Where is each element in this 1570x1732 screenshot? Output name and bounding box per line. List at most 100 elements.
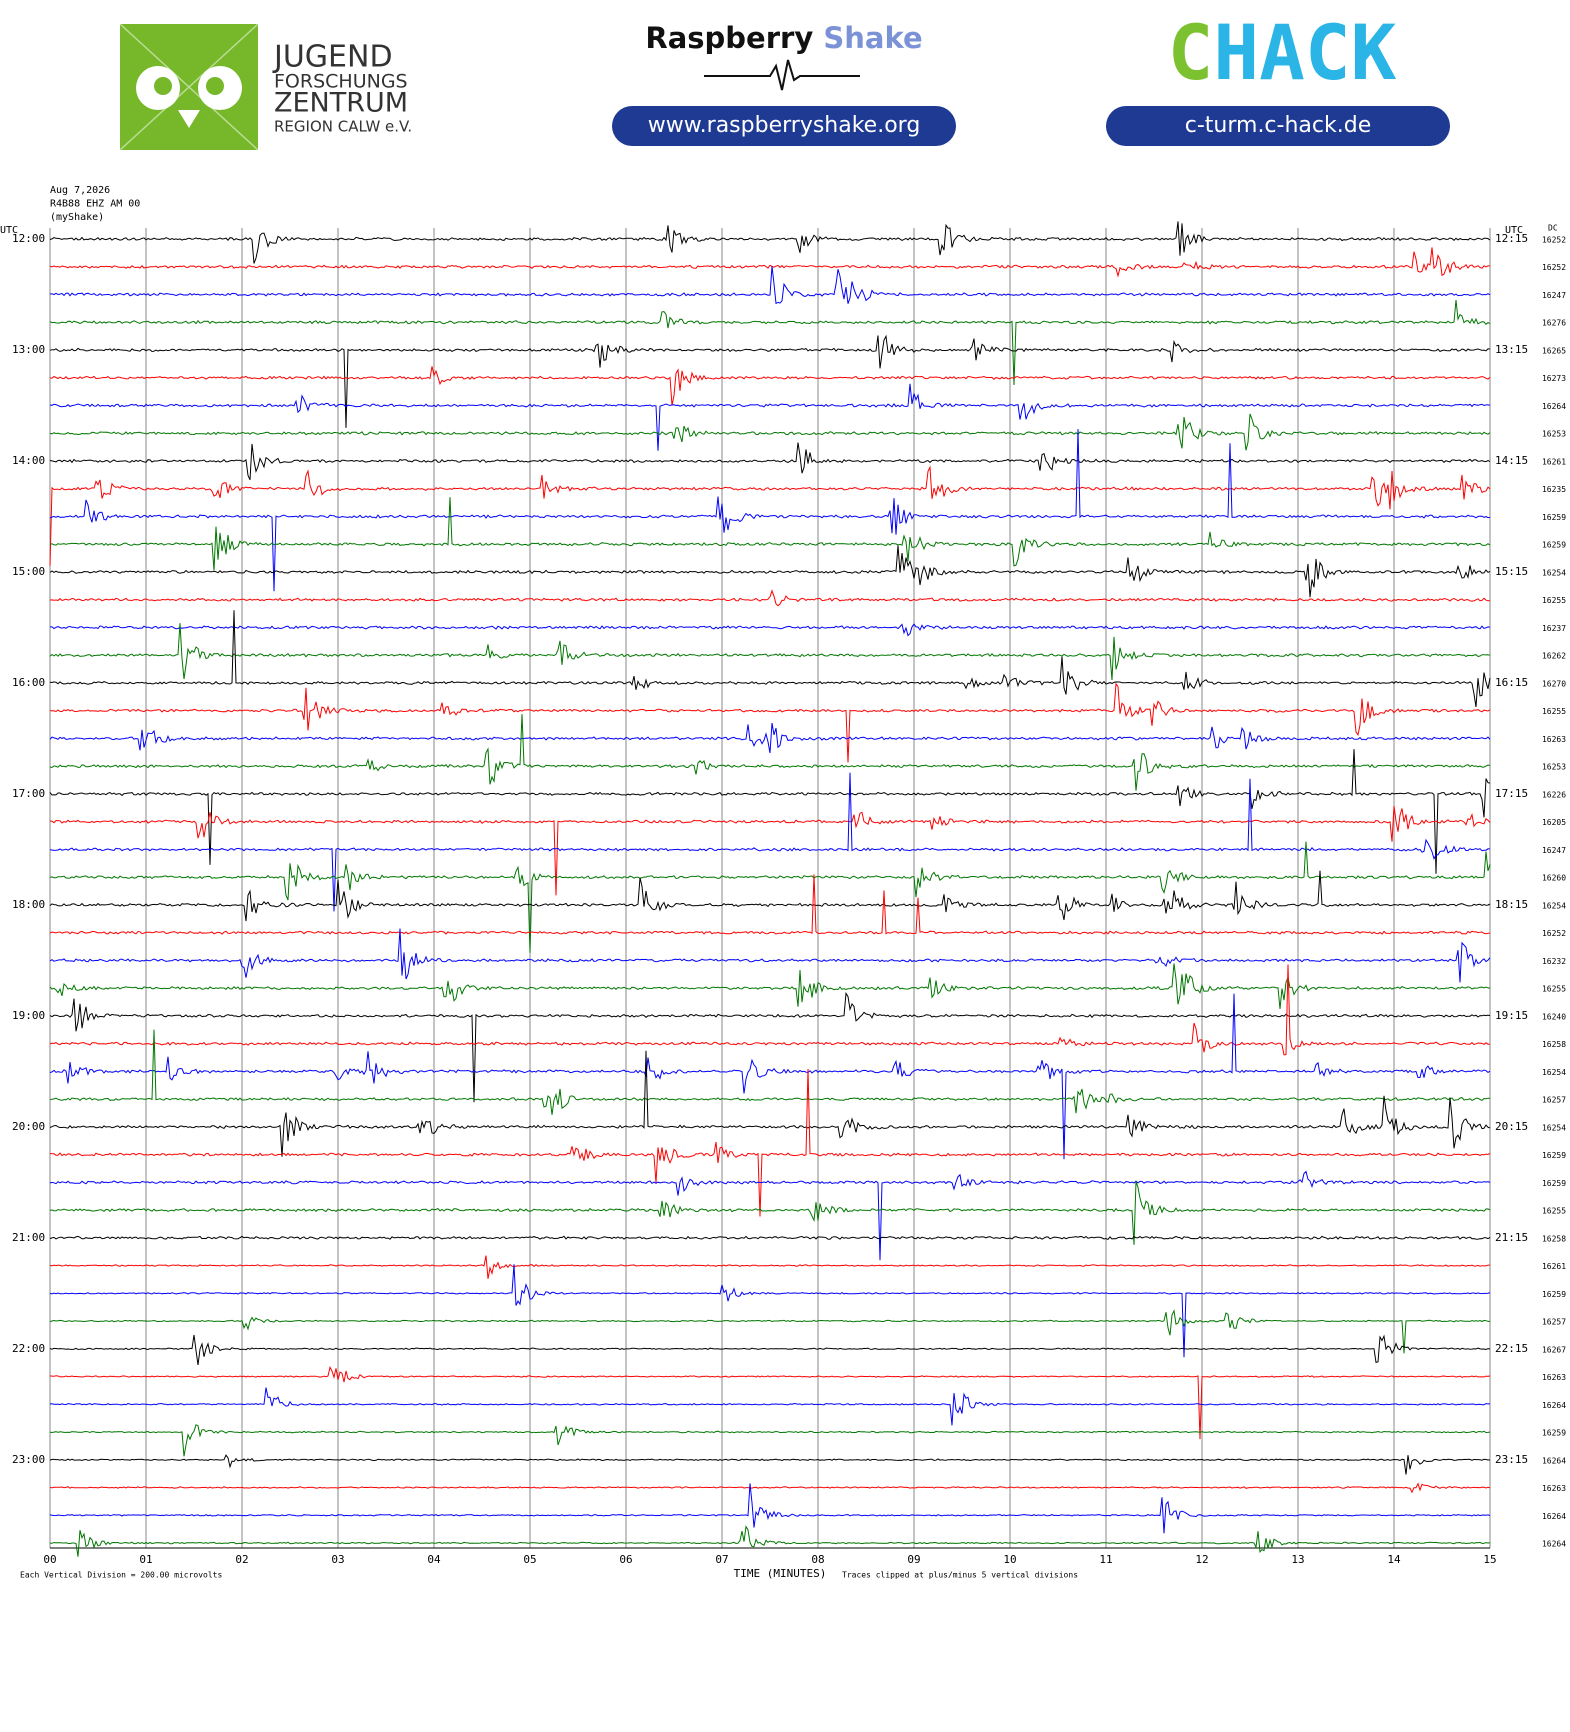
trace — [49, 429, 1491, 592]
trace — [49, 1483, 1491, 1534]
hour-label: 15:00 — [12, 565, 45, 578]
chack-part: HACK — [1213, 8, 1396, 97]
trace — [49, 841, 1491, 953]
dc-value: 16264 — [1542, 1512, 1566, 1521]
x-tick-label: 05 — [523, 1553, 536, 1566]
hour-label: 17:00 — [12, 787, 45, 800]
station-info: R4B88 EHZ AM 00 — [50, 199, 140, 210]
dc-value: 16267 — [1542, 1345, 1566, 1354]
x-tick-label: 12 — [1195, 1553, 1208, 1566]
dc-value: 16254 — [1542, 1068, 1566, 1077]
x-tick-label: 10 — [1003, 1553, 1016, 1566]
trace — [49, 465, 1491, 566]
x-tick-label: 09 — [907, 1553, 920, 1566]
dc-value: 16259 — [1542, 1429, 1566, 1438]
trace — [49, 714, 1491, 791]
x-tick-label: 07 — [715, 1553, 728, 1566]
trace — [49, 1264, 1491, 1358]
trace — [49, 623, 1491, 681]
utc-label: UTC — [0, 225, 18, 236]
dc-value: 16259 — [1542, 1290, 1566, 1299]
dc-value: 16252 — [1542, 236, 1566, 245]
hour-label-right: 13:15 — [1495, 343, 1528, 356]
x-tick-label: 11 — [1099, 1553, 1112, 1566]
trace — [49, 874, 1491, 935]
hour-label: 22:00 — [12, 1342, 45, 1355]
dc-value: 16260 — [1542, 874, 1566, 883]
hour-label-right: 22:15 — [1495, 1342, 1528, 1355]
hour-label: 23:00 — [12, 1453, 45, 1466]
utc-label: UTC — [1505, 225, 1523, 236]
trace — [49, 1255, 1490, 1279]
hour-label: 12:00 — [12, 232, 45, 245]
dc-value: 16259 — [1542, 541, 1566, 550]
dc-value: 16261 — [1542, 1262, 1566, 1271]
trace — [49, 805, 1491, 896]
x-tick-label: 01 — [139, 1553, 152, 1566]
x-tick-label: 08 — [811, 1553, 824, 1566]
dc-value: 16258 — [1542, 1040, 1566, 1049]
x-tick-label: 15 — [1483, 1553, 1496, 1566]
x-tick-label: 03 — [331, 1553, 344, 1566]
jfz-text: REGION CALW e.V. — [274, 118, 412, 136]
trace — [49, 383, 1491, 451]
station-info: Aug 7,2026 — [50, 185, 110, 196]
trace — [49, 266, 1491, 305]
dc-value: 16265 — [1542, 346, 1566, 355]
trace — [49, 870, 1491, 922]
x-tick-label: 04 — [427, 1553, 441, 1566]
dc-value: 16261 — [1542, 457, 1566, 466]
chack-part: C — [1168, 8, 1214, 97]
rs-word: Raspberry — [645, 21, 813, 55]
dc-value: 16252 — [1542, 263, 1566, 272]
trace — [49, 928, 1491, 983]
trace — [49, 413, 1491, 451]
dc-value: 16254 — [1542, 1123, 1566, 1132]
dc-value: 16247 — [1542, 846, 1566, 855]
dc-value: 16259 — [1542, 1151, 1566, 1160]
trace — [49, 1424, 1491, 1457]
jfz-text: ZENTRUM — [274, 88, 408, 119]
hour-label-right: 21:15 — [1495, 1231, 1528, 1244]
trace — [49, 1454, 1491, 1475]
dc-value: 16237 — [1542, 624, 1566, 633]
dc-value: 16263 — [1542, 1484, 1566, 1493]
dc-value: 16235 — [1542, 485, 1566, 494]
trace — [49, 1050, 1491, 1157]
trace — [49, 1170, 1491, 1261]
hour-label: 21:00 — [12, 1231, 45, 1244]
trace — [49, 1235, 1491, 1241]
trace — [49, 963, 1491, 1009]
x-tick-label: 14 — [1387, 1553, 1401, 1566]
dc-value: 16264 — [1542, 1401, 1566, 1410]
trace — [49, 545, 1491, 598]
hour-label-right: 14:15 — [1495, 454, 1528, 467]
jfz-text: JUGEND — [272, 40, 393, 75]
trace — [49, 334, 1491, 428]
trace — [49, 366, 1491, 406]
chack-title: CHACK — [1168, 8, 1397, 97]
rs-title: Raspberry Shake — [645, 21, 922, 55]
hour-label: 18:00 — [12, 898, 45, 911]
dc-value: 16257 — [1542, 1318, 1566, 1327]
trace — [49, 993, 1491, 1160]
hour-label-right: 17:15 — [1495, 787, 1528, 800]
dc-value: 16205 — [1542, 818, 1566, 827]
dc-value: 16276 — [1542, 319, 1566, 328]
trace — [49, 1029, 1491, 1115]
dc-value: 16255 — [1542, 1207, 1566, 1216]
chack-url: c-turm.c-hack.de — [1185, 113, 1371, 138]
x-axis-title: TIME (MINUTES) — [734, 1567, 827, 1580]
trace — [49, 682, 1491, 763]
dc-value: 16255 — [1542, 707, 1566, 716]
trace — [49, 1482, 1491, 1494]
x-tick-label: 02 — [235, 1553, 248, 1566]
hour-label: 16:00 — [12, 676, 45, 689]
dc-value: 16273 — [1542, 374, 1566, 383]
dc-value: 16247 — [1542, 291, 1566, 300]
x-tick-label: 06 — [619, 1553, 632, 1566]
hour-label-right: 20:15 — [1495, 1120, 1528, 1133]
hour-label: 19:00 — [12, 1009, 45, 1022]
chack-logo: CHACK c-turm.c-hack.de — [1106, 8, 1450, 146]
